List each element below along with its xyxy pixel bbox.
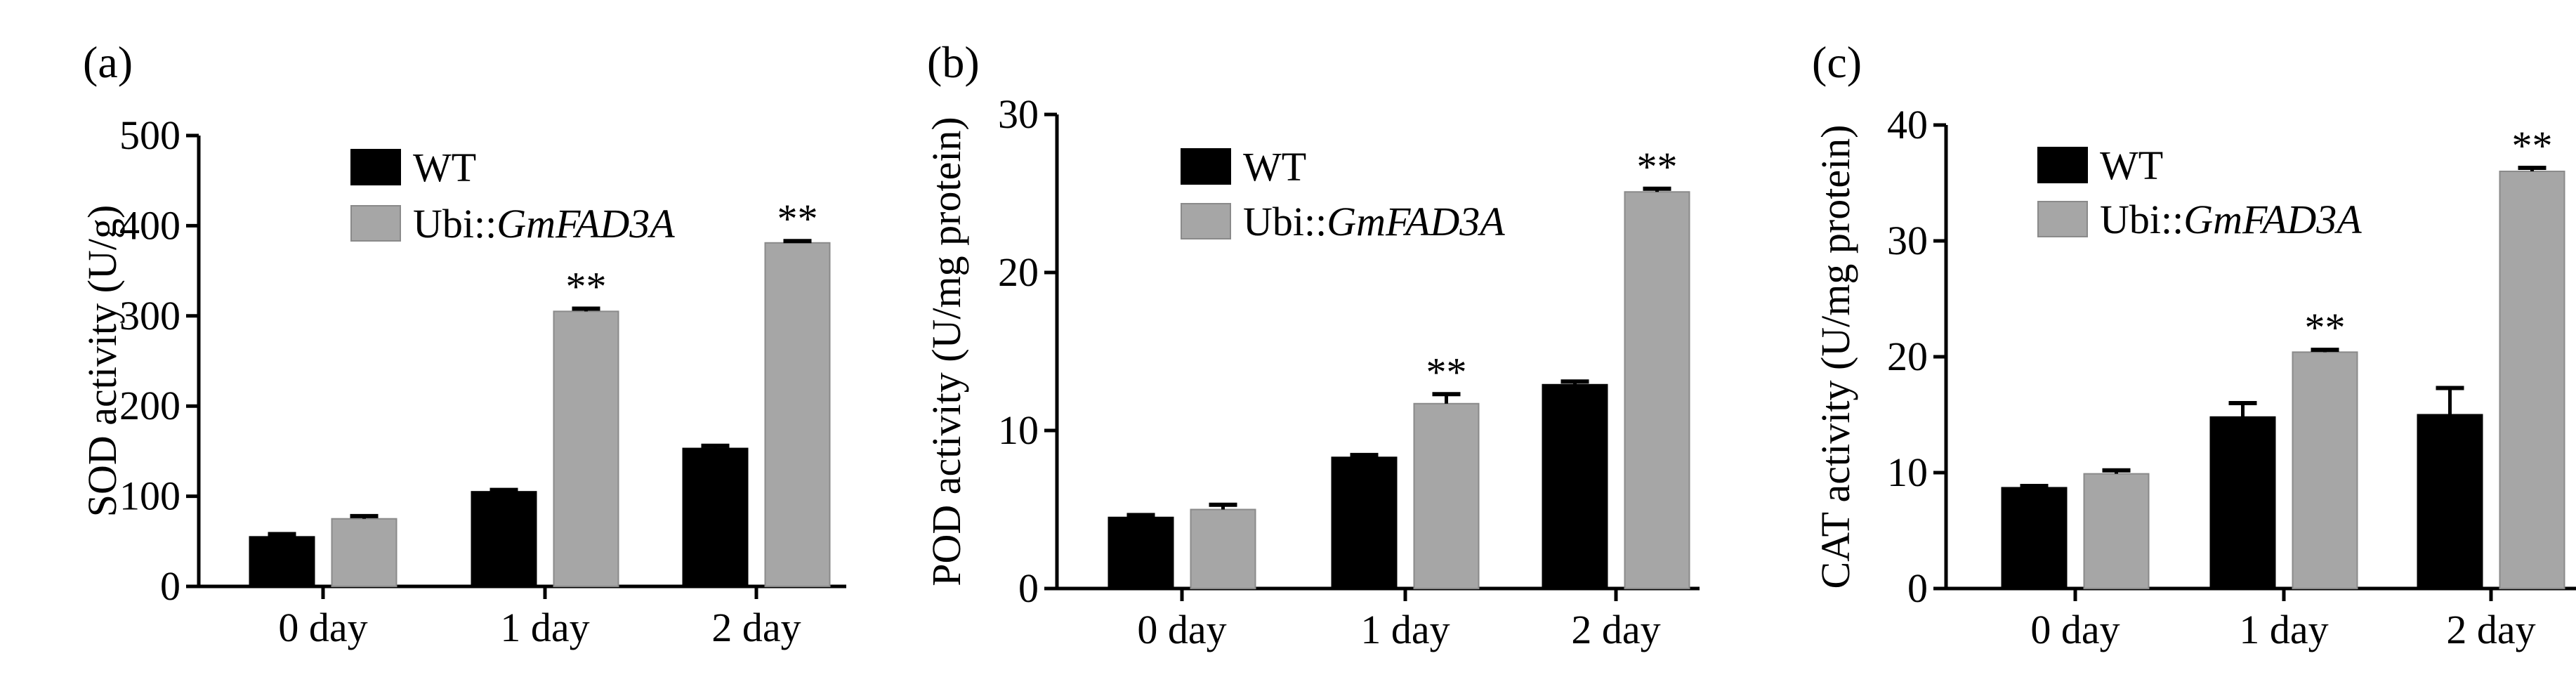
bar-ubi-1day bbox=[1413, 402, 1480, 589]
significance-label: ** bbox=[777, 196, 818, 242]
significance-label: ** bbox=[566, 264, 607, 310]
chart-panel-1: (a) 0 100 200 300 400 500 SOD activity (U/g) 0 d… bbox=[79, 37, 846, 650]
bar-wt-0day bbox=[2001, 487, 2068, 590]
x-tick-label: 2 day bbox=[2446, 607, 2535, 652]
y-tick-label: 100 bbox=[119, 473, 180, 519]
legend-swatch-wt bbox=[350, 149, 401, 185]
y-axis-label: POD activity (U/mg protein) bbox=[924, 117, 969, 586]
y-tick-label: 30 bbox=[998, 91, 1039, 137]
x-tick-label: 0 day bbox=[1137, 607, 1226, 652]
chart-panel-2: (b) 0 10 20 30 POD activity (U/mg protein) 0 d… bbox=[924, 37, 1700, 652]
x-tick-label: 1 day bbox=[500, 605, 589, 650]
panel-label: (a) bbox=[83, 37, 133, 87]
legend-swatch-wt bbox=[1181, 148, 1231, 185]
legend-swatch-ubi bbox=[350, 205, 401, 242]
y-tick-label: 400 bbox=[119, 202, 180, 248]
y-tick-label: 300 bbox=[119, 293, 180, 338]
bar-ubi-0day bbox=[2083, 473, 2150, 590]
bar-ubi-0day bbox=[331, 518, 397, 588]
bar-ubi-0day bbox=[1190, 508, 1256, 589]
legend-swatch-ubi bbox=[2037, 201, 2088, 237]
x-tick-label: 2 day bbox=[1571, 607, 1660, 652]
chart-panel-3: (c) 0 10 20 30 40 CAT activity (U/mg protein) 0… bbox=[1812, 37, 2576, 652]
bar-ubi-1day bbox=[2292, 351, 2358, 589]
y-tick-label: 0 bbox=[1018, 565, 1039, 611]
y-tick-label: 10 bbox=[998, 407, 1039, 453]
bar-wt-1day bbox=[471, 491, 537, 587]
bar-wt-1day bbox=[1331, 456, 1398, 589]
y-axis-label: CAT activity (U/mg protein) bbox=[1813, 125, 1858, 589]
y-tick-label: 200 bbox=[119, 383, 180, 428]
legend-label-ubi: Ubi::GmFAD3A bbox=[2100, 197, 2362, 242]
legend-label-ubi: Ubi::GmFAD3A bbox=[413, 201, 675, 247]
bar-wt-2day bbox=[1542, 383, 1608, 589]
bar-wt-2day bbox=[682, 447, 749, 587]
y-tick-label: 20 bbox=[998, 249, 1039, 295]
y-tick-label: 20 bbox=[1887, 334, 1928, 379]
x-tick-label: 1 day bbox=[2239, 607, 2328, 652]
legend-swatch-ubi bbox=[1181, 203, 1231, 239]
bar-ubi-2day bbox=[2499, 171, 2565, 589]
y-tick-label: 500 bbox=[119, 112, 180, 158]
bar-ubi-2day bbox=[1624, 191, 1690, 589]
legend-label-wt: WT bbox=[2100, 143, 2163, 188]
bar-wt-0day bbox=[1108, 516, 1174, 589]
legend-label-italic: GmFAD3A bbox=[497, 201, 675, 247]
significance-label: ** bbox=[2512, 123, 2553, 169]
significance-label: ** bbox=[2305, 305, 2346, 350]
bar-wt-0day bbox=[249, 536, 315, 588]
significance-label: ** bbox=[1637, 144, 1678, 190]
bar-wt-1day bbox=[2209, 416, 2276, 589]
y-tick-label: 30 bbox=[1887, 218, 1928, 263]
x-tick-label: 0 day bbox=[2030, 607, 2120, 652]
bar-ubi-1day bbox=[553, 310, 619, 587]
y-tick-label: 0 bbox=[1907, 565, 1928, 611]
bar-ubi-2day bbox=[764, 242, 831, 587]
legend-label-ubi: Ubi::GmFAD3A bbox=[1243, 199, 1505, 244]
x-tick-label: 0 day bbox=[278, 605, 367, 650]
x-tick-label: 2 day bbox=[711, 605, 801, 650]
y-tick-label: 40 bbox=[1887, 102, 1928, 147]
y-tick-label: 0 bbox=[160, 563, 180, 609]
y-axis-label: SOD activity (U/g) bbox=[79, 205, 125, 518]
x-tick-label: 1 day bbox=[1360, 607, 1450, 652]
bar-wt-2day bbox=[2417, 414, 2483, 589]
panel-label: (c) bbox=[1812, 37, 1862, 87]
legend-swatch-wt bbox=[2037, 147, 2088, 183]
legend-label-wt: WT bbox=[413, 145, 476, 190]
legend-label-italic: GmFAD3A bbox=[2183, 197, 2362, 242]
y-tick-label: 10 bbox=[1887, 449, 1928, 495]
panel-label: (b) bbox=[927, 37, 980, 87]
significance-label: ** bbox=[1426, 349, 1467, 395]
legend-label-italic: GmFAD3A bbox=[1327, 199, 1505, 244]
legend-label-wt: WT bbox=[1243, 144, 1306, 190]
